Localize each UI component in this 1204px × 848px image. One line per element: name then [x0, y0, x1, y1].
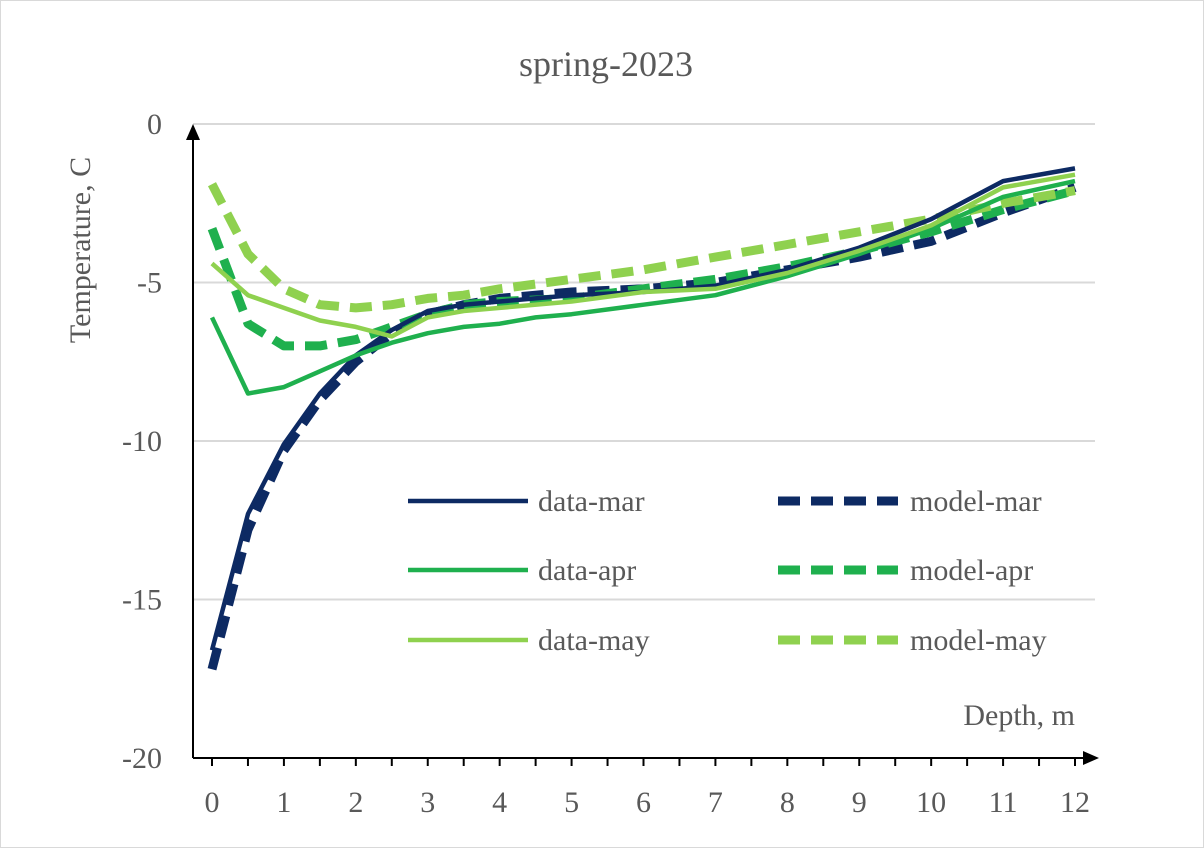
legend-label-data-apr: data-apr	[538, 554, 636, 587]
y-tick-label: -10	[122, 425, 162, 458]
y-tick-label: -15	[122, 584, 162, 617]
legend-label-data-mar: data-mar	[538, 485, 645, 518]
series-line-data-may	[210, 172, 1076, 339]
series-line-data-mar	[209, 166, 1076, 651]
series-line-model-may	[208, 182, 1076, 313]
y-tick-label: 0	[147, 108, 162, 141]
x-tick-marks	[211, 758, 1076, 766]
legend-label-model-mar: model-mar	[910, 485, 1042, 518]
legend-label-data-may: data-may	[538, 624, 650, 657]
x-tick-label: 0	[205, 786, 220, 819]
chart-title: spring-2023	[519, 44, 693, 84]
y-axis-arrow	[186, 124, 200, 140]
x-tick-labels: 0 1 2 3 4 5 6 7 8 9 10 11 12	[205, 786, 1091, 819]
axes	[186, 124, 1099, 765]
x-tick-label: 2	[348, 786, 363, 819]
legend-label-model-apr: model-apr	[910, 554, 1033, 587]
series-line-data-apr	[209, 178, 1076, 396]
x-tick-label: 3	[420, 786, 435, 819]
x-tick-label: 4	[492, 786, 507, 819]
x-axis-arrow	[1083, 751, 1099, 765]
x-tick-label: 9	[852, 786, 867, 819]
y-gridlines	[193, 123, 1095, 601]
x-tick-label: 5	[564, 786, 579, 819]
series-layer	[207, 166, 1077, 671]
x-tick-label: 12	[1060, 786, 1090, 819]
y-tick-label: -5	[137, 267, 162, 300]
series-line-model-mar	[207, 183, 1077, 671]
legend-label-model-may: model-may	[910, 624, 1047, 657]
x-tick-label: 10	[916, 786, 946, 819]
y-tick-label: -20	[122, 742, 162, 775]
x-tick-label: 1	[276, 786, 291, 819]
x-tick-label: 8	[780, 786, 795, 819]
x-tick-label: 11	[989, 786, 1018, 819]
x-tick-label: 7	[708, 786, 723, 819]
legend: data-mar model-mar data-apr model-apr data-m…	[408, 485, 1047, 657]
y-tick-labels: 0 -5 -10 -15 -20	[122, 108, 162, 775]
x-tick-label: 6	[636, 786, 651, 819]
x-axis-label: Depth, m	[963, 699, 1075, 732]
y-axis-label: Temperature, C	[64, 157, 97, 343]
